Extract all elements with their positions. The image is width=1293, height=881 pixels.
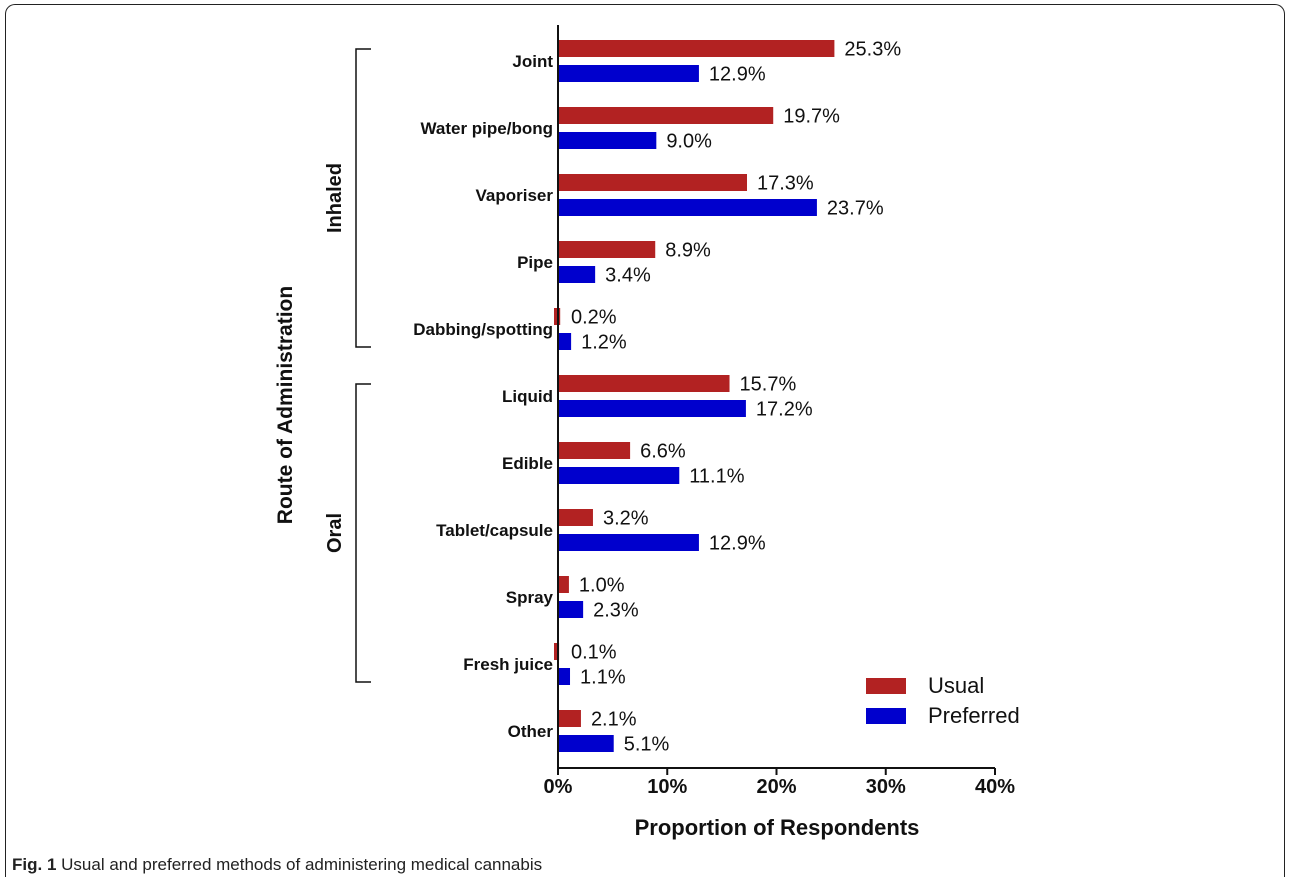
bar-preferred-2 [558, 199, 817, 216]
x-tick-label: 0% [544, 776, 573, 798]
value-label-preferred-5: 17.2% [756, 399, 813, 421]
value-label-usual-1: 19.7% [783, 106, 840, 128]
figure-caption: Fig. 1 Usual and preferred methods of ad… [12, 855, 542, 875]
category-labels-layer: Joint Water pipe/bong Vaporiser Pipe Dabbing… [413, 52, 553, 741]
bar-preferred-8 [558, 601, 584, 618]
group-label-inhaled: Inhaled [324, 163, 346, 233]
value-label-preferred-7: 12.9% [709, 533, 766, 555]
bar-usual-2 [558, 174, 748, 191]
category-label: Other [508, 722, 554, 741]
bar-usual-3 [558, 241, 656, 258]
group-label-oral: Oral [324, 513, 346, 553]
value-label-preferred-6: 11.1% [689, 466, 744, 488]
value-label-usual-10: 2.1% [591, 709, 637, 731]
axes-layer: 0% 10% 20% 30% 40% [544, 25, 1015, 798]
value-label-usual-3: 8.9% [665, 240, 711, 262]
legend-swatch-preferred [866, 708, 906, 724]
value-label-usual-9: 0.1% [571, 642, 617, 664]
category-label: Water pipe/bong [420, 119, 553, 138]
bar-preferred-3 [558, 266, 596, 283]
bar-usual-1 [558, 107, 774, 124]
value-label-usual-4: 0.2% [571, 307, 617, 329]
figure-caption-label: Fig. 1 [12, 855, 57, 874]
bar-preferred-7 [558, 534, 699, 551]
legend-label-usual: Usual [928, 673, 984, 698]
category-label: Edible [502, 454, 553, 473]
category-label: Tablet/capsule [436, 521, 553, 540]
bar-preferred-5 [558, 400, 746, 417]
figure-caption-text: Usual and preferred methods of administe… [61, 855, 543, 874]
legend: Usual Preferred [866, 673, 1020, 728]
value-label-preferred-4: 1.2% [581, 332, 627, 354]
bar-preferred-0 [558, 65, 699, 82]
figure-frame [5, 4, 1285, 877]
bar-preferred-6 [558, 467, 680, 484]
bar-usual-10 [558, 710, 581, 727]
value-label-usual-5: 15.7% [740, 374, 797, 396]
value-label-usual-6: 6.6% [640, 441, 686, 463]
group-bracket-inhaled [355, 48, 371, 348]
category-label: Pipe [517, 253, 553, 272]
bar-preferred-4 [558, 333, 572, 350]
bar-usual-0 [558, 40, 835, 57]
value-label-preferred-2: 23.7% [827, 198, 884, 220]
bar-usual-9 [554, 643, 560, 660]
value-label-preferred-0: 12.9% [709, 64, 766, 86]
x-axis-title: Proportion of Respondents [635, 815, 920, 840]
bar-usual-8 [558, 576, 569, 593]
x-tick-label: 30% [866, 776, 906, 798]
value-label-usual-7: 3.2% [603, 508, 649, 530]
value-label-usual-2: 17.3% [757, 173, 814, 195]
group-bracket-oral [355, 383, 371, 683]
legend-swatch-usual [866, 678, 906, 694]
legend-label-preferred: Preferred [928, 703, 1020, 728]
value-label-preferred-10: 5.1% [624, 734, 670, 756]
x-tick-label: 10% [647, 776, 687, 798]
category-label: Spray [506, 588, 554, 607]
category-label: Vaporiser [476, 186, 554, 205]
value-label-preferred-1: 9.0% [666, 131, 712, 153]
group-brackets-layer: Inhaled Oral [324, 48, 371, 683]
value-labels-layer: 25.3% 12.9% 19.7% 9.0% 17.3% 23.7% 8.9% 3.4% 0.2… [571, 39, 901, 756]
value-label-preferred-8: 2.3% [593, 600, 639, 622]
value-label-usual-0: 25.3% [844, 39, 901, 61]
category-label: Dabbing/spotting [413, 320, 553, 339]
category-label: Joint [512, 52, 553, 71]
bars-layer [554, 40, 835, 752]
value-label-preferred-9: 1.1% [580, 667, 626, 689]
bar-usual-7 [558, 509, 593, 526]
value-label-usual-8: 1.0% [579, 575, 625, 597]
bar-usual-6 [558, 442, 631, 459]
bar-preferred-9 [558, 668, 571, 685]
bar-usual-5 [558, 375, 730, 392]
x-tick-label: 20% [756, 776, 796, 798]
value-label-preferred-3: 3.4% [605, 265, 651, 287]
bar-preferred-1 [558, 132, 657, 149]
category-label: Liquid [502, 387, 553, 406]
y-axis-title: Route of Administration [274, 286, 297, 524]
category-label: Fresh juice [463, 655, 553, 674]
x-tick-label: 40% [975, 776, 1015, 798]
bar-preferred-10 [558, 735, 614, 752]
